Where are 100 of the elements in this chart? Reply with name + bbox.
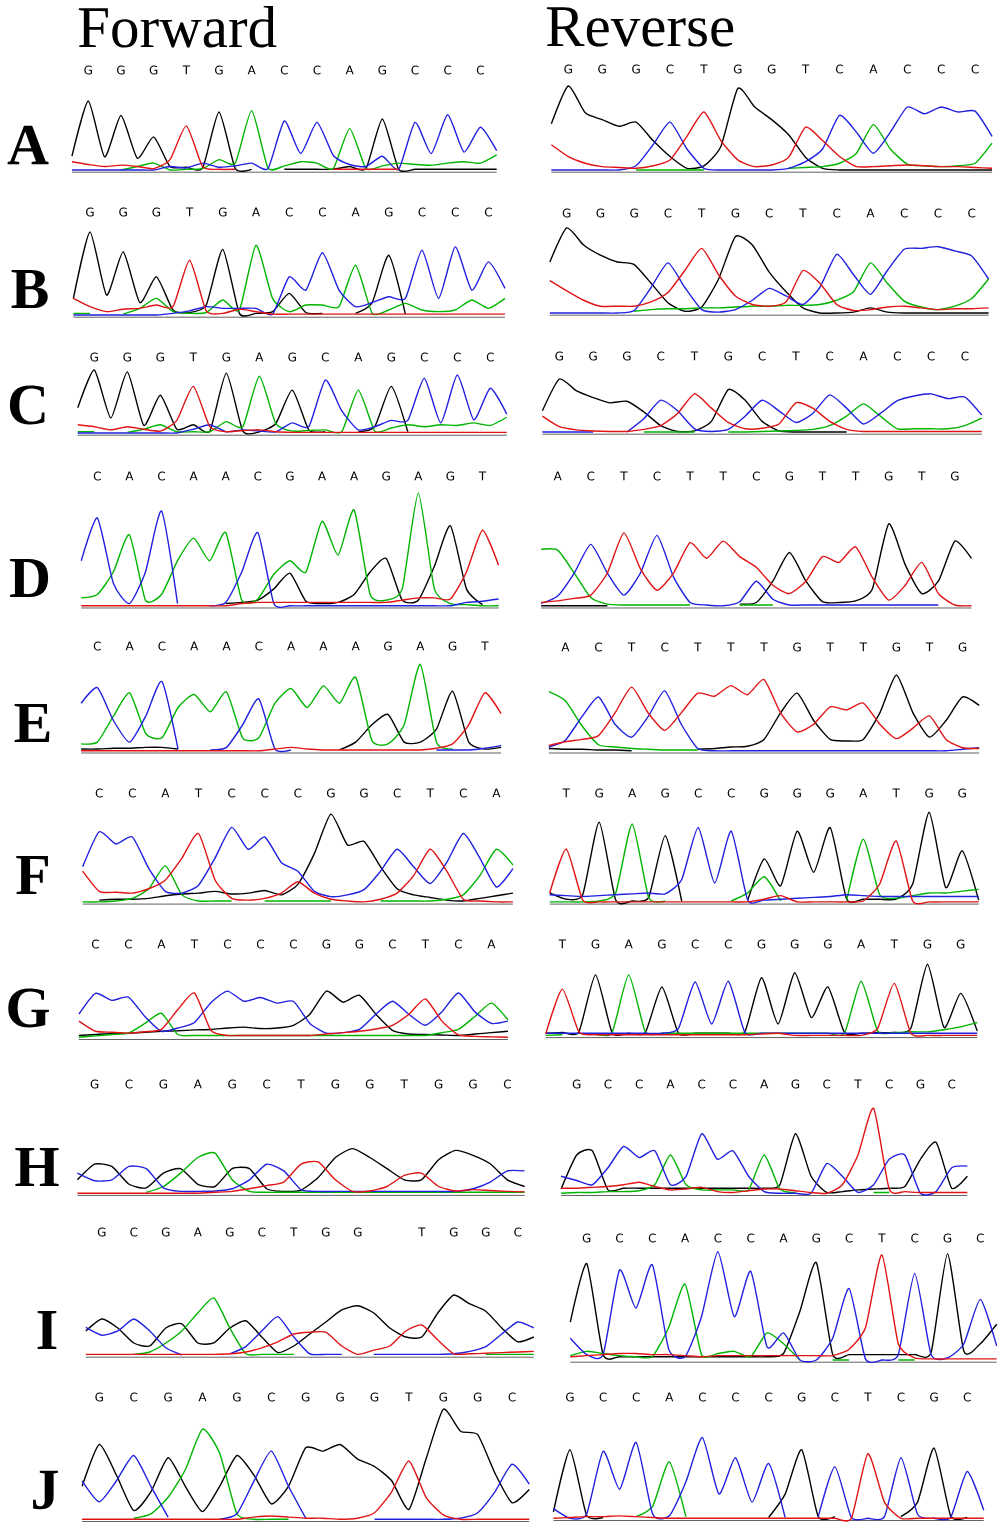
x-tick-label: G bbox=[449, 1227, 458, 1237]
x-tick-label: C bbox=[831, 1392, 839, 1402]
x-tick-label: G bbox=[767, 64, 776, 74]
x-tick-label: G bbox=[555, 351, 563, 361]
x-tick-label: C bbox=[897, 1392, 905, 1402]
x-tick-label: G bbox=[785, 471, 794, 481]
x-tick-label: A bbox=[125, 471, 134, 481]
x-tick-label: C bbox=[714, 1233, 722, 1243]
x-tick-label: T bbox=[694, 642, 702, 652]
x-tick-label: G bbox=[117, 65, 125, 75]
x-tick-label: C bbox=[657, 351, 665, 361]
x-tick-label: C bbox=[93, 641, 101, 651]
x-tick-label: G bbox=[448, 641, 457, 651]
x-tick-label: T bbox=[700, 64, 708, 74]
x-tick-label: C bbox=[388, 939, 396, 949]
x-tick-label: T bbox=[189, 352, 198, 362]
x-tick-label: A bbox=[628, 788, 637, 798]
x-tick-label: C bbox=[476, 65, 484, 75]
x-tick-label: G bbox=[958, 788, 966, 798]
x-tick-label: T bbox=[290, 1227, 298, 1237]
x-tick-label: T bbox=[620, 471, 628, 481]
x-tick-label: G bbox=[657, 939, 666, 949]
x-tick-label: G bbox=[731, 208, 740, 218]
x-tick-label: C bbox=[971, 64, 979, 74]
x-tick-label: C bbox=[223, 939, 231, 949]
x-tick-label: A bbox=[345, 65, 354, 75]
x-tick-label: T bbox=[801, 64, 810, 74]
x-tick-label: G bbox=[661, 788, 669, 798]
x-tick-label: C bbox=[130, 1227, 138, 1237]
x-tick-label: C bbox=[411, 65, 419, 75]
x-tick-label: C bbox=[893, 351, 901, 361]
x-tick-label: C bbox=[587, 471, 595, 481]
x-tick-label: G bbox=[724, 351, 732, 361]
x-tick-label: C bbox=[321, 352, 329, 362]
x-tick-label: C bbox=[91, 939, 99, 949]
x-tick-label: C bbox=[961, 351, 969, 361]
x-tick-label: G bbox=[161, 1227, 170, 1237]
x-tick-label: A bbox=[866, 208, 875, 218]
x-tick-label: G bbox=[589, 351, 597, 361]
x-tick-label: C bbox=[486, 352, 494, 362]
x-tick-label: C bbox=[454, 939, 462, 949]
x-tick-label: C bbox=[765, 208, 773, 218]
x-tick-label: T bbox=[558, 939, 567, 949]
x-tick-label: C bbox=[158, 641, 166, 651]
x-tick-label: C bbox=[418, 207, 426, 217]
x-tick-label: G bbox=[598, 64, 606, 74]
x-tick-label: C bbox=[927, 351, 935, 361]
x-tick-label: G bbox=[925, 788, 933, 798]
x-tick-label: C bbox=[698, 1079, 706, 1089]
x-tick-label: A bbox=[859, 788, 868, 798]
x-tick-label: G bbox=[812, 1233, 820, 1243]
x-tick-label: G bbox=[446, 471, 455, 481]
x-tick-label: C bbox=[255, 641, 263, 651]
x-tick-label: C bbox=[666, 64, 674, 74]
x-tick-label: A bbox=[624, 939, 633, 949]
x-tick-label: A bbox=[350, 471, 359, 481]
x-tick-label: T bbox=[418, 1227, 426, 1237]
x-tick-label: T bbox=[792, 351, 800, 361]
x-tick-label: A bbox=[561, 642, 570, 652]
x-tick-label: A bbox=[760, 1079, 769, 1089]
x-tick-label: C bbox=[267, 1392, 275, 1402]
x-tick-label: A bbox=[487, 939, 496, 949]
x-tick-label: G bbox=[923, 939, 932, 949]
x-tick-label: T bbox=[918, 471, 926, 481]
x-tick-label: T bbox=[698, 208, 706, 218]
x-tick-label: C bbox=[263, 1079, 271, 1089]
x-tick-label: T bbox=[760, 642, 768, 652]
x-tick-label: C bbox=[258, 1227, 266, 1237]
x-tick-label: G bbox=[572, 1079, 581, 1089]
x-tick-label: T bbox=[562, 788, 570, 798]
x-tick-label: G bbox=[159, 1079, 168, 1089]
x-tick-label: C bbox=[420, 352, 428, 362]
x-tick-label: C bbox=[128, 788, 136, 798]
x-tick-label: C bbox=[285, 207, 293, 217]
x-tick-label: A bbox=[317, 471, 326, 481]
x-tick-label: G bbox=[97, 1227, 106, 1237]
x-tick-label: C bbox=[900, 208, 908, 218]
x-tick-label: A bbox=[198, 1392, 207, 1402]
x-tick-label: G bbox=[823, 939, 832, 949]
x-tick-label: A bbox=[416, 641, 425, 651]
x-tick-label: G bbox=[360, 788, 368, 798]
x-tick-label: C bbox=[93, 471, 101, 481]
x-tick-label: C bbox=[125, 1079, 133, 1089]
x-tick-label: G bbox=[632, 64, 640, 74]
x-tick-label: T bbox=[627, 642, 636, 652]
x-tick-label: G bbox=[365, 1079, 374, 1089]
x-tick-label: G bbox=[218, 207, 227, 217]
x-tick-label: G bbox=[384, 641, 392, 651]
x-tick-label: A bbox=[351, 641, 360, 651]
x-tick-label: G bbox=[930, 1392, 938, 1402]
x-tick-label: C bbox=[261, 788, 269, 798]
x-tick-label: C bbox=[484, 207, 492, 217]
x-tick-label: C bbox=[313, 65, 321, 75]
x-tick-label: A bbox=[354, 352, 363, 362]
x-tick-label: C bbox=[599, 1392, 607, 1402]
x-tick-label: A bbox=[193, 1227, 202, 1237]
x-tick-label: A bbox=[351, 207, 360, 217]
x-tick-label: C bbox=[157, 471, 166, 481]
x-tick-label: G bbox=[90, 1079, 99, 1089]
x-tick-label: C bbox=[130, 1392, 138, 1402]
